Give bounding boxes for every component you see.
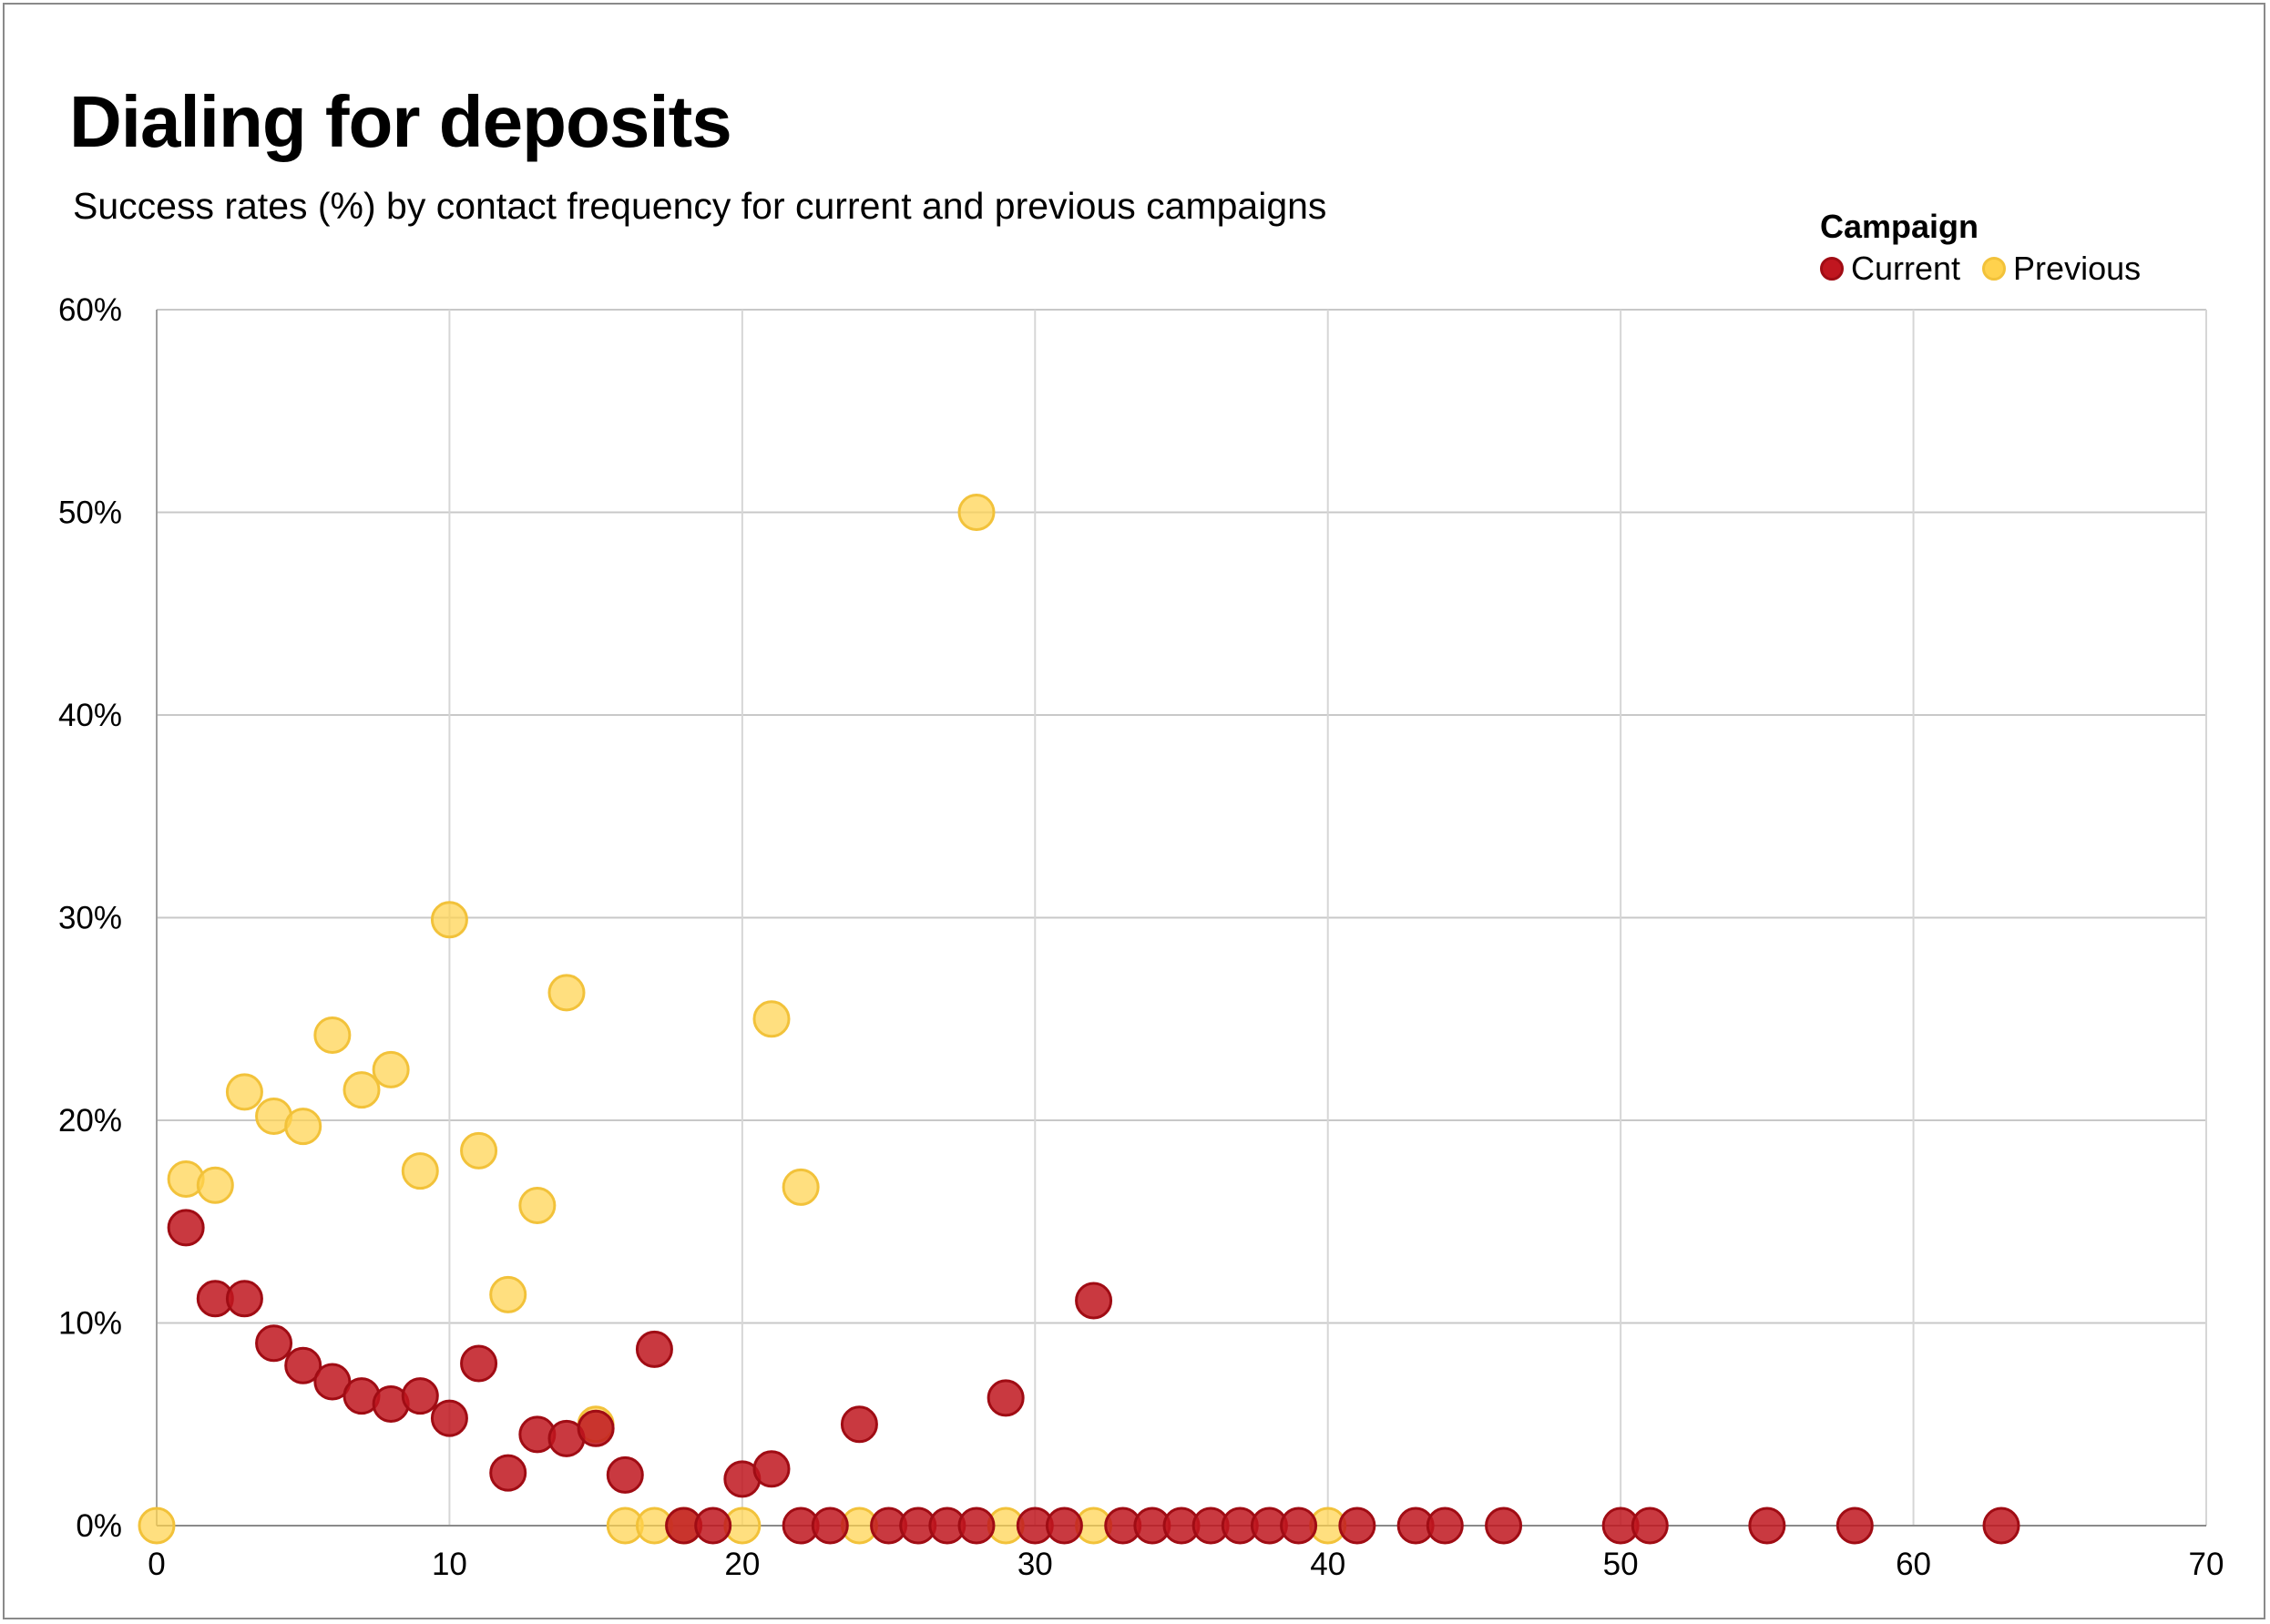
point-current: [1045, 1507, 1083, 1545]
point-previous: [518, 1186, 557, 1224]
point-current: [987, 1379, 1025, 1417]
chart-subtitle: Success rates (%) by contact frequency f…: [73, 185, 1327, 227]
point-previous: [196, 1166, 234, 1204]
point-current: [694, 1507, 732, 1545]
point-current: [1485, 1507, 1523, 1545]
point-previous: [225, 1073, 263, 1111]
point-current: [1426, 1507, 1464, 1545]
point-previous: [752, 1000, 791, 1038]
point-previous: [284, 1108, 322, 1146]
point-previous: [957, 494, 996, 531]
legend-label-current: Current: [1851, 250, 1961, 287]
x-tick-label: 0: [148, 1547, 165, 1582]
y-tick-label: 0%: [76, 1508, 122, 1544]
point-previous: [547, 974, 586, 1012]
legend: Campaign Current Previous: [1820, 208, 2163, 288]
point-current: [1748, 1507, 1786, 1545]
point-current: [840, 1405, 878, 1444]
x-tick-label: 40: [1310, 1547, 1345, 1582]
y-tick-label: 10%: [58, 1306, 122, 1342]
chart-title: Dialing for deposits: [69, 81, 732, 162]
point-previous: [430, 901, 468, 939]
point-current: [1982, 1507, 2020, 1545]
y-tick-label: 30%: [58, 901, 122, 936]
point-previous: [313, 1016, 352, 1055]
legend-items: Current Previous: [1820, 250, 2163, 288]
x-tick-label: 30: [1017, 1547, 1053, 1582]
point-current: [401, 1377, 439, 1415]
point-current: [577, 1409, 615, 1447]
point-current: [460, 1344, 498, 1383]
point-current: [606, 1455, 644, 1494]
point-previous: [782, 1168, 820, 1206]
point-current: [1338, 1507, 1376, 1545]
point-previous: [343, 1071, 381, 1109]
point-current: [167, 1209, 205, 1247]
legend-swatch-previous: [1982, 257, 2007, 281]
legend-title: Campaign: [1820, 208, 1979, 245]
legend-label-previous: Previous: [2013, 250, 2142, 287]
point-current: [489, 1454, 527, 1492]
point-previous: [372, 1050, 410, 1088]
point-current: [430, 1399, 468, 1437]
point-current: [811, 1507, 849, 1545]
point-previous: [489, 1275, 527, 1313]
point-current: [957, 1507, 996, 1545]
y-tick-label: 50%: [58, 495, 122, 531]
legend-item-previous: Previous: [1982, 250, 2141, 288]
point-current: [1075, 1282, 1113, 1320]
y-tick-label: 20%: [58, 1103, 122, 1139]
x-tick-label: 20: [724, 1547, 760, 1582]
x-tick-label: 10: [432, 1547, 467, 1582]
point-current: [1631, 1507, 1669, 1545]
point-current: [255, 1324, 293, 1363]
point-previous: [138, 1507, 176, 1545]
x-tick-label: 60: [1896, 1547, 1931, 1582]
point-current: [284, 1346, 322, 1384]
y-tick-label: 60%: [58, 292, 122, 328]
legend-item-current: Current: [1820, 250, 1960, 288]
chart-frame: [3, 3, 2265, 1619]
point-previous: [460, 1131, 498, 1169]
x-tick-label: 50: [1603, 1547, 1639, 1582]
point-current: [752, 1450, 791, 1488]
point-current: [635, 1330, 673, 1368]
point-current: [1280, 1507, 1318, 1545]
legend-swatch-current: [1820, 257, 1844, 281]
x-tick-label: 70: [2189, 1547, 2224, 1582]
point-current: [1835, 1507, 1874, 1545]
y-tick-label: 40%: [58, 698, 122, 733]
point-previous: [401, 1152, 439, 1190]
point-current: [225, 1280, 263, 1318]
